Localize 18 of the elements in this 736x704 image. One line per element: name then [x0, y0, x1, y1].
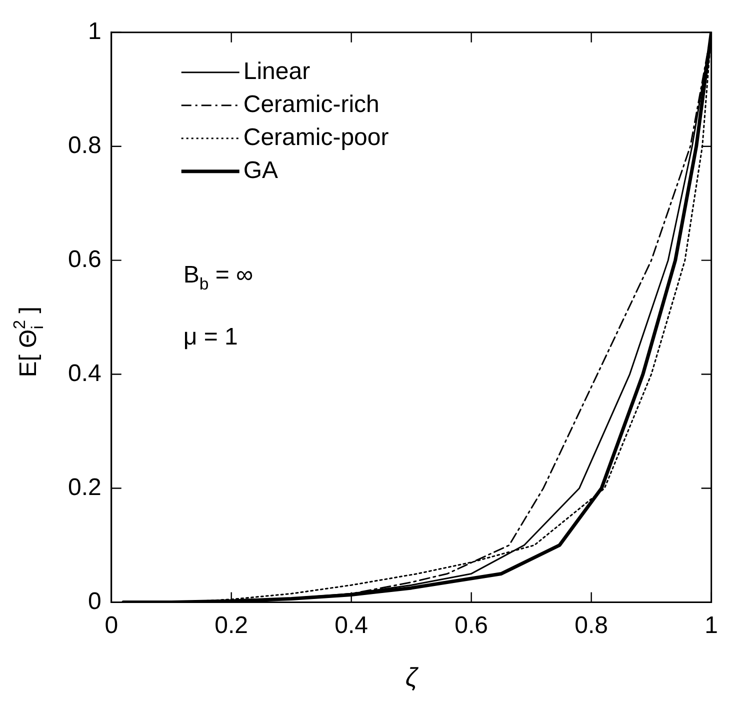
x-axis-title: ζ [405, 662, 420, 692]
y-axis-title: E[ Θi2 ] [10, 306, 48, 378]
x-tick-label: 0.2 [214, 612, 248, 640]
legend-label: Ceramic-rich [243, 91, 380, 118]
x-tick-label: 0.8 [574, 612, 608, 640]
legend-label: Linear [243, 58, 310, 86]
x-tick-label: 0.6 [454, 612, 488, 640]
legend-label: Ceramic-poor [243, 124, 389, 152]
y-tick-label: 1 [88, 18, 102, 46]
legend-label: GA [243, 157, 278, 184]
x-tick-label: 0.4 [334, 612, 368, 640]
y-tick-label: 0.2 [68, 474, 102, 501]
y-tick-label: 0.4 [68, 360, 102, 387]
y-tick-label: 0.8 [68, 132, 102, 159]
x-tick-label: 1 [704, 612, 718, 640]
y-tick-label: 0.6 [68, 246, 102, 273]
y-tick-label: 0 [88, 588, 102, 615]
annotation: μ = 1 [183, 323, 238, 350]
